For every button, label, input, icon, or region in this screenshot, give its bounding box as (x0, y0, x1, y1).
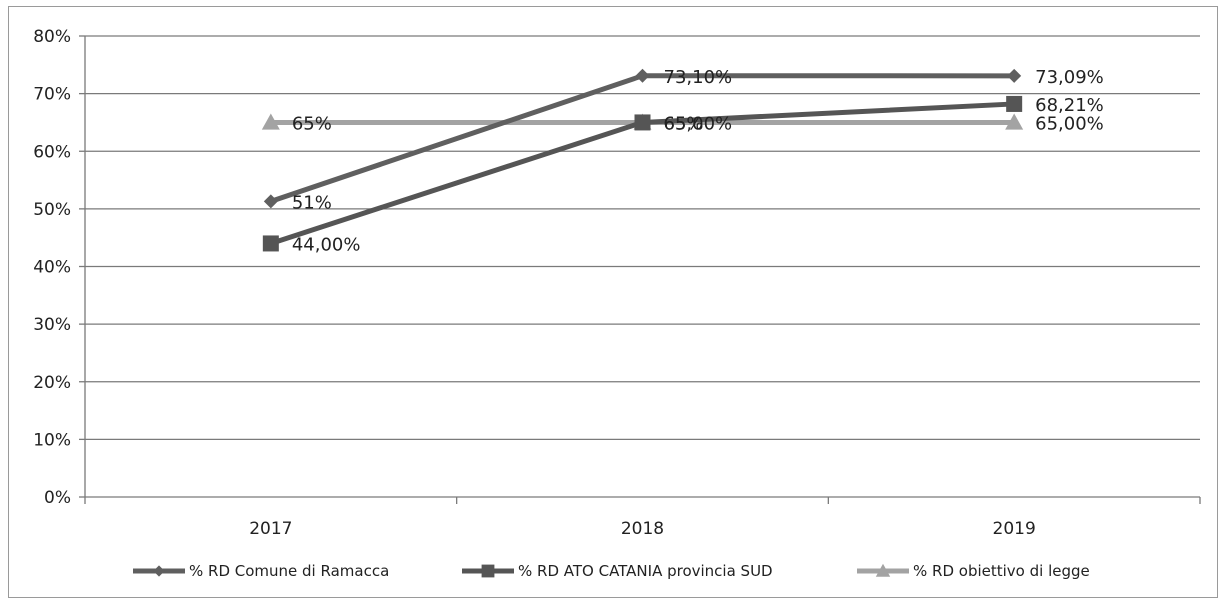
series-line-diamond (270, 73, 1015, 204)
data-point-square-2017 (262, 235, 279, 252)
series-group (261, 68, 1024, 252)
legend-label: % RD ATO CATANIA provincia SUD (518, 562, 773, 580)
y-tick-label: 60% (33, 142, 71, 162)
legend: % RD Comune di Ramacca % RD ATO CATANIA p… (133, 562, 1090, 580)
data-point-square-2018 (634, 114, 651, 131)
y-tick-label: 10% (33, 430, 71, 450)
legend-label: % RD obiettivo di legge (913, 562, 1090, 580)
y-tick-label: 20% (33, 373, 71, 393)
x-tick-label-2018: 2018 (621, 519, 664, 539)
data-point-diamond-2018 (635, 68, 650, 83)
legend-marker-diamond (153, 565, 165, 577)
data-point-square-2019 (1006, 95, 1023, 112)
legend-marker-square (481, 564, 495, 578)
x-tick-label-2017: 2017 (249, 519, 292, 539)
y-tick-label: 70% (33, 85, 71, 105)
data-label: 51% (292, 192, 332, 213)
x-tick-label-2019: 2019 (993, 519, 1036, 539)
data-label: 65,00% (664, 113, 733, 134)
data-point-diamond-2017 (263, 194, 278, 209)
gridlines (85, 35, 1200, 441)
legend-marker-triangle (875, 563, 891, 577)
y-tick-label: 0% (44, 488, 71, 508)
y-tick-label: 40% (33, 258, 71, 278)
data-label: 73,09% (1035, 67, 1104, 88)
data-label: 65% (292, 113, 332, 134)
data-point-triangle-2019 (1005, 113, 1024, 130)
legend-label: % RD Comune di Ramacca (189, 562, 389, 580)
data-label: 65% (664, 113, 704, 134)
data-labels: 51%73,10% 73,09%44,00%65,00%68,21%65% 65% 6… (292, 67, 1104, 256)
y-tick-label: 30% (33, 315, 71, 335)
data-point-diamond-2019 (1007, 68, 1022, 83)
data-label: 73,10% (664, 67, 733, 88)
data-point-triangle-2017 (261, 113, 280, 130)
data-label: 65,00% (1035, 113, 1104, 134)
y-tick-label: 80% (33, 27, 71, 47)
y-tick-label: 50% (33, 200, 71, 220)
x-axis-ticks: 2017 2018 2019 (84, 497, 1201, 539)
y-axis-ticks: 0% 10% 20% 30% 40% 50% 60% 70% 80% (33, 27, 85, 508)
data-label: 44,00% (292, 234, 361, 255)
data-label: 68,21% (1035, 95, 1104, 116)
